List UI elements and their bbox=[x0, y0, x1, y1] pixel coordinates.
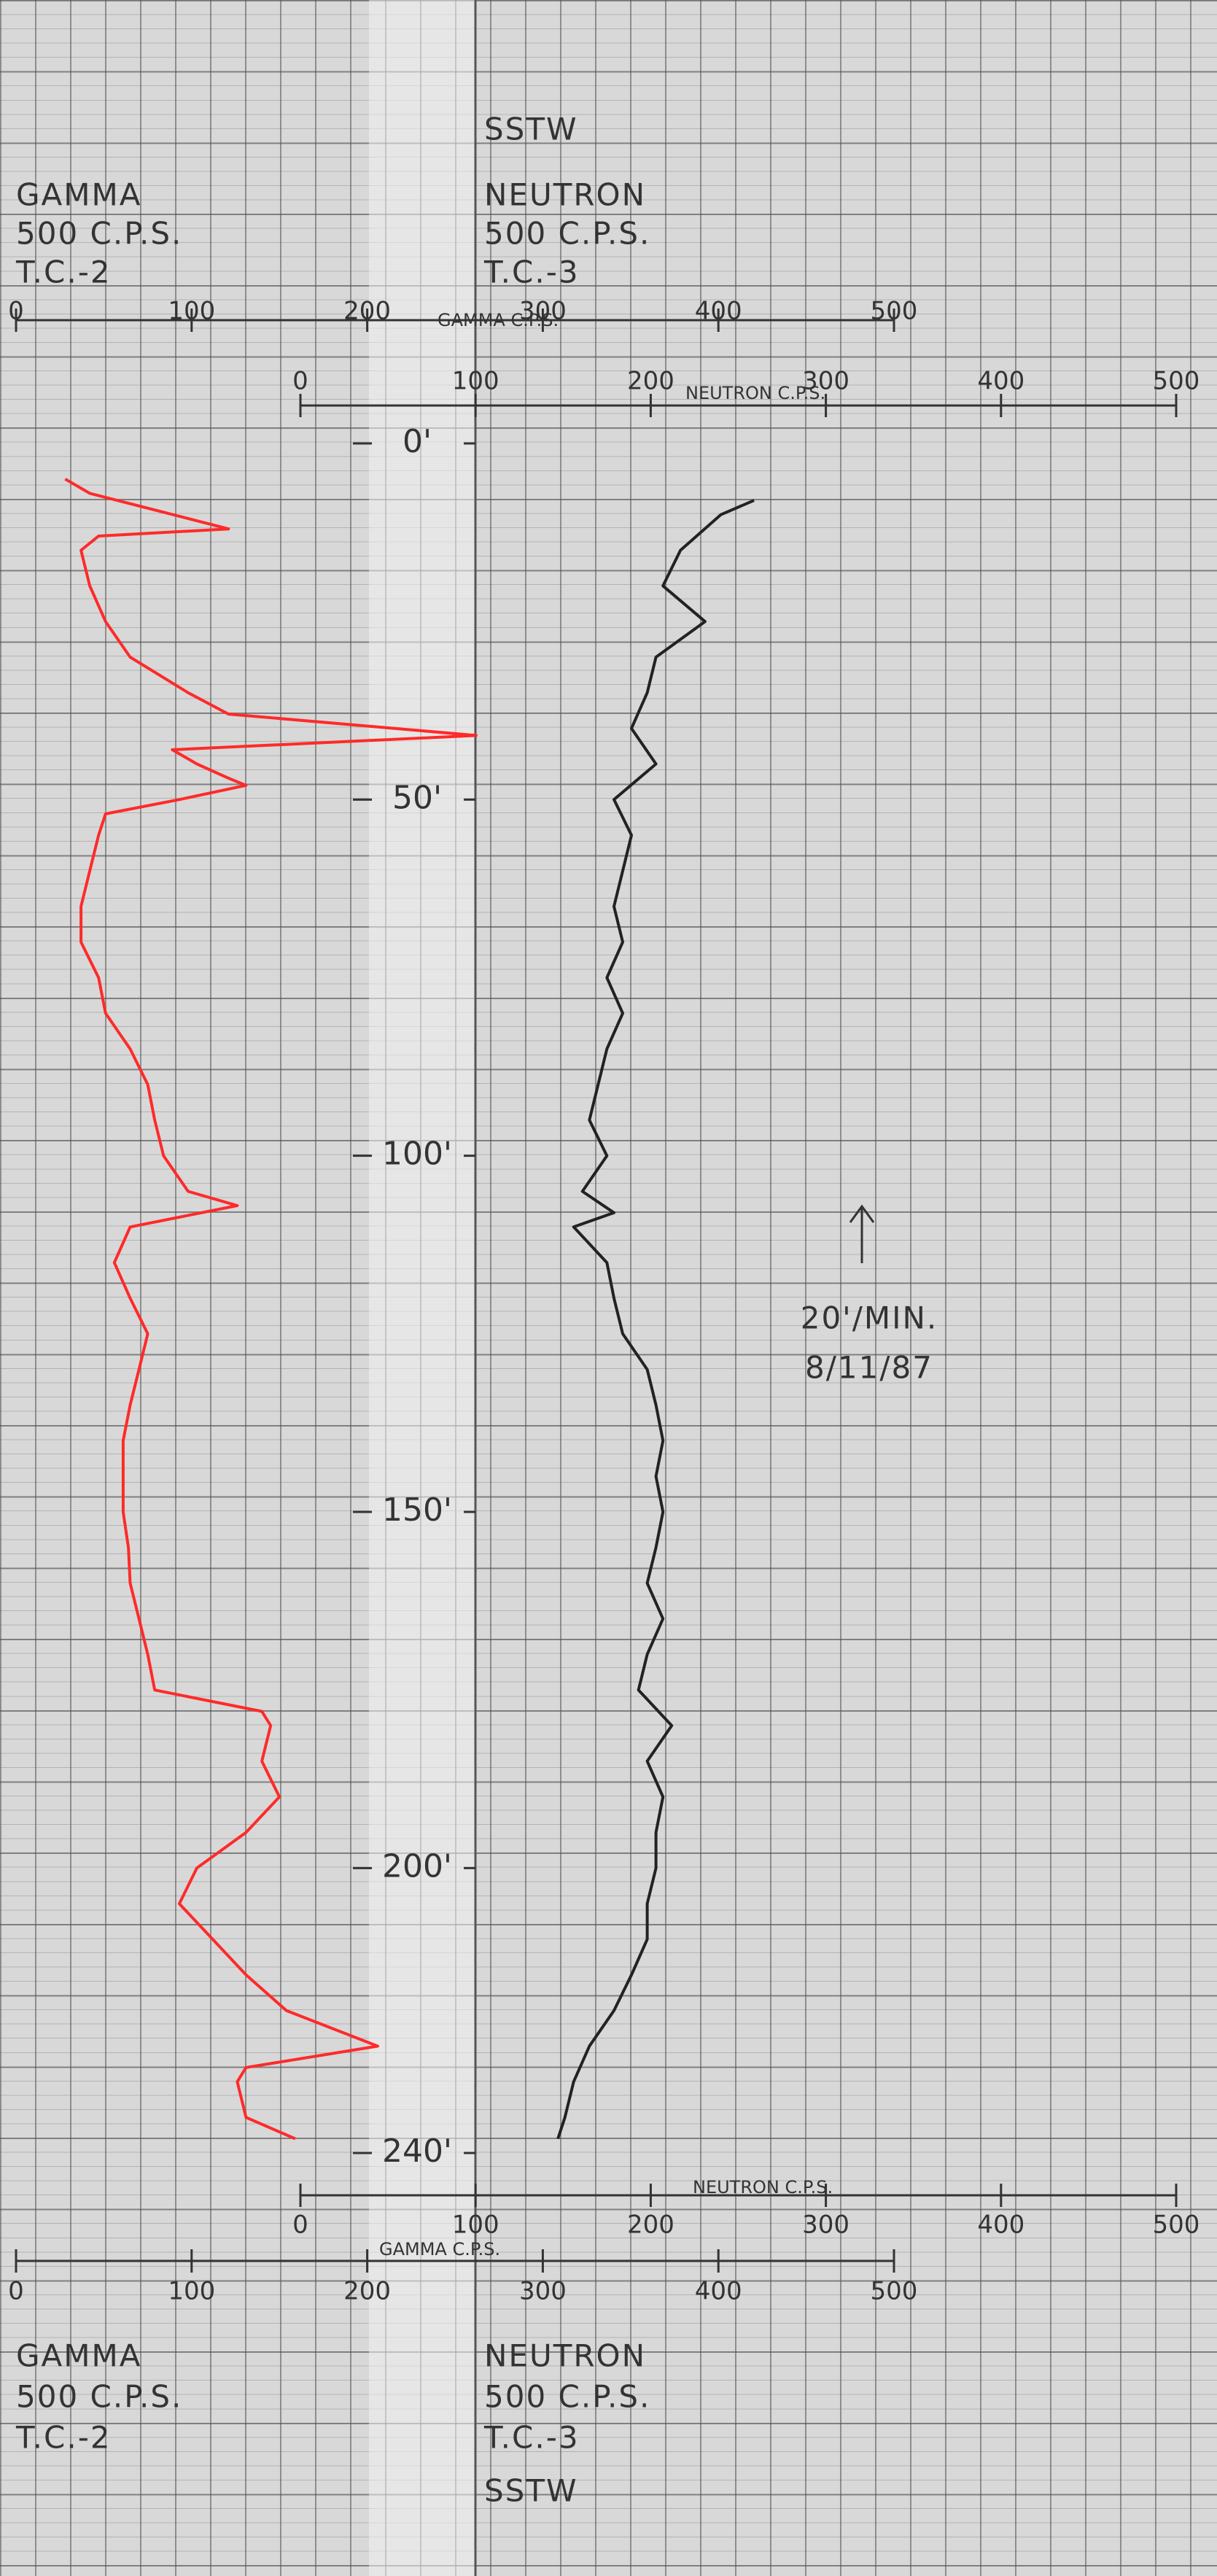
tick-label: 400 bbox=[695, 2277, 742, 2306]
heading: T.C.-2 bbox=[15, 255, 112, 290]
heading: 500 C.P.S. bbox=[484, 2379, 650, 2415]
paper-strip bbox=[369, 0, 475, 2576]
tick-label: 500 bbox=[1153, 367, 1200, 396]
tick-label: 100 bbox=[452, 2211, 499, 2240]
heading: GAMMA bbox=[16, 2338, 141, 2374]
tick-label: 200 bbox=[343, 2277, 391, 2306]
tick-label: 300 bbox=[519, 297, 567, 326]
depth-label: 100' bbox=[382, 1136, 452, 1173]
tick-label: 500 bbox=[871, 2277, 918, 2306]
depth-label: 0' bbox=[403, 423, 432, 460]
tick-label: 400 bbox=[695, 297, 742, 326]
heading: 500 C.P.S. bbox=[16, 2379, 182, 2415]
tick-label: 400 bbox=[977, 2211, 1024, 2240]
axis-title: NEUTRON C.P.S. bbox=[685, 383, 825, 403]
tick-label: 100 bbox=[168, 297, 215, 326]
tick-label: 500 bbox=[1153, 2211, 1200, 2240]
log-curve bbox=[556, 499, 755, 2140]
tick-label: 300 bbox=[802, 367, 849, 396]
heading: NEUTRON bbox=[484, 2338, 646, 2374]
tick-label: 300 bbox=[802, 2211, 849, 2240]
annotation: 8/11/87 bbox=[805, 1350, 933, 1386]
heading: T.C.-3 bbox=[483, 2420, 580, 2456]
depth-label: 240' bbox=[382, 2133, 452, 2170]
annotation-arrowhead bbox=[849, 1204, 875, 1223]
tick-label: 0 bbox=[8, 297, 24, 326]
axis-title: GAMMA C.P.S. bbox=[379, 2239, 500, 2259]
tick-label: 200 bbox=[627, 2211, 674, 2240]
tick-label: 300 bbox=[519, 2277, 567, 2306]
tick-label: 0 bbox=[8, 2277, 24, 2306]
log-curve bbox=[64, 478, 478, 2141]
heading: 500 C.P.S. bbox=[16, 216, 182, 252]
depth-label: 50' bbox=[392, 779, 442, 816]
depth-label: 150' bbox=[382, 1491, 452, 1529]
depth-label: 200' bbox=[382, 1847, 452, 1885]
tick-label: 100 bbox=[168, 2277, 215, 2306]
tick-label: 0 bbox=[292, 2211, 308, 2240]
well-name: SSTW bbox=[484, 112, 578, 147]
tick-label: 500 bbox=[871, 297, 918, 326]
heading: NEUTRON bbox=[484, 177, 646, 213]
tick-label: 200 bbox=[343, 297, 391, 326]
heading: GAMMA bbox=[16, 177, 141, 213]
heading: T.C.-3 bbox=[483, 255, 580, 290]
tick-label: 200 bbox=[627, 367, 674, 396]
annotation: 20'/MIN. bbox=[801, 1300, 938, 1336]
tick-label: 0 bbox=[292, 367, 308, 396]
axis-title: GAMMA C.P.S. bbox=[438, 310, 559, 330]
tick-label: 100 bbox=[452, 367, 499, 396]
heading: 500 C.P.S. bbox=[484, 216, 650, 252]
tick-label: 400 bbox=[977, 367, 1024, 396]
well-name: SSTW bbox=[484, 2473, 578, 2509]
axis-title: NEUTRON C.P.S. bbox=[693, 2177, 833, 2197]
heading: T.C.-2 bbox=[15, 2420, 112, 2456]
